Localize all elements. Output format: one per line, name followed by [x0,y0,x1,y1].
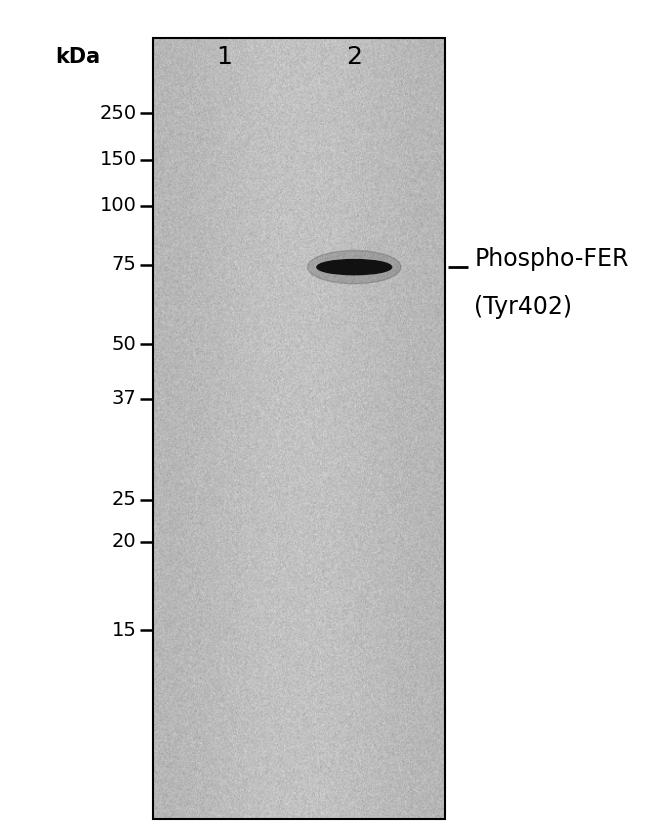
Text: 15: 15 [112,621,136,639]
Text: 25: 25 [112,491,136,509]
Ellipse shape [307,250,401,284]
Text: 150: 150 [99,150,136,169]
Text: (Tyr402): (Tyr402) [474,295,573,318]
Ellipse shape [317,260,391,275]
Text: 2: 2 [346,45,362,69]
Text: kDa: kDa [56,47,101,67]
Text: Phospho-FER: Phospho-FER [474,247,629,270]
Text: 100: 100 [99,197,136,215]
Text: 250: 250 [99,104,136,123]
Text: 50: 50 [112,335,136,354]
Text: 75: 75 [112,255,136,274]
Text: 1: 1 [216,45,232,69]
Text: 37: 37 [112,390,136,408]
Text: 20: 20 [112,533,136,551]
Bar [153,38,445,819]
